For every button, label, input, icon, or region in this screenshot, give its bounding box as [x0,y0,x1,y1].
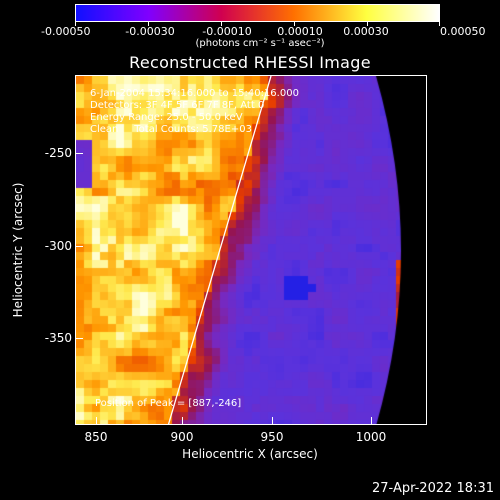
colorbar-tick-label: 0.00030 [343,25,389,38]
colorbar-tick-label: -0.00010 [202,25,252,38]
colorbar-tick [439,22,440,26]
y-tick-label: -250 [44,146,72,160]
energy-range-annotation: Energy Range: 25.0 - 50.0 keV [90,112,243,123]
colorbar-tick [294,22,295,26]
reconstructed-image-heatmap [76,76,426,424]
y-tick [75,338,83,339]
plot-frame: 6-Jan-2004 15:34:16.000 to 15:40:16.000 … [75,75,427,425]
solar-limb-line [167,76,272,424]
x-tick [272,417,273,425]
time-range-annotation: 6-Jan-2004 15:34:16.000 to 15:40:16.000 [90,88,299,99]
y-tick [75,153,83,154]
x-axis-label: Heliocentric X (arcsec) [182,447,318,461]
y-tick-label: -350 [44,331,72,345]
x-tick-label: 950 [260,430,284,444]
limb-overlay [167,76,272,424]
colorbar-gradient [76,5,439,21]
y-tick [75,246,83,247]
x-tick [182,417,183,425]
colorbar-tick [221,22,222,26]
x-tick [96,417,97,425]
colorbar-tick [148,22,149,26]
colorbar-tick [75,22,76,26]
plot-title: Reconstructed RHESSI Image [129,53,371,72]
timestamp: 27-Apr-2022 18:31 [372,481,494,496]
peak-position-annotation: Position of Peak = [887,-246] [95,398,242,409]
colorbar-tick-label: -0.00030 [125,25,175,38]
colorbar-tick-label: 0.00010 [277,25,323,38]
counts-annotation: Clean Total Counts: 5.78E+03 [90,124,252,135]
colorbar-units: (photons cm⁻² s⁻¹ asec⁻²) [195,38,325,49]
colorbar-tick-label: 0.00050 [440,25,486,38]
colorbar-tick-label: -0.00050 [41,25,91,38]
detectors-annotation: Detectors: 3F 4F 5F 6F 7F 8F, Att 0 [90,100,265,111]
y-tick-label: -300 [44,239,72,253]
colorbar [75,4,440,22]
x-tick-label: 1000 [355,430,387,444]
colorbar-tick [367,22,368,26]
x-tick [371,417,372,425]
y-axis-label: Heliocentric Y (arcsec) [11,182,25,318]
x-tick-label: 900 [170,430,194,444]
x-tick-label: 850 [84,430,108,444]
